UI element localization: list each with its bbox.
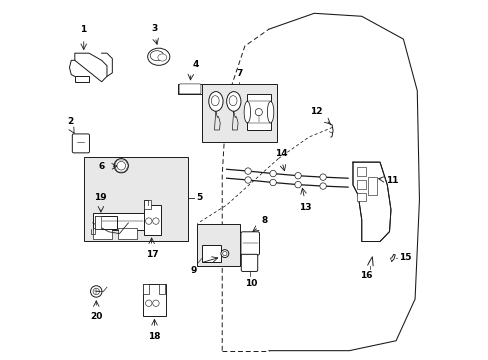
Bar: [356, 193, 365, 202]
Polygon shape: [75, 76, 89, 82]
FancyBboxPatch shape: [241, 232, 259, 255]
Bar: [201, 245, 221, 262]
Polygon shape: [75, 53, 107, 82]
Text: 7: 7: [236, 69, 242, 78]
Text: 9: 9: [190, 266, 197, 275]
Circle shape: [319, 174, 325, 180]
Circle shape: [269, 170, 276, 177]
Text: 3: 3: [151, 24, 157, 33]
Bar: [93, 228, 112, 239]
Circle shape: [269, 179, 276, 186]
Text: 6: 6: [99, 162, 105, 171]
Ellipse shape: [208, 91, 223, 111]
Text: 1: 1: [80, 24, 86, 33]
Text: 11: 11: [385, 176, 398, 185]
Text: 20: 20: [90, 312, 102, 321]
Text: 5: 5: [196, 193, 202, 202]
Circle shape: [114, 158, 128, 173]
Circle shape: [152, 300, 159, 306]
Bar: [95, 216, 101, 229]
Bar: [142, 284, 165, 316]
Circle shape: [319, 183, 325, 189]
Bar: [356, 167, 365, 176]
Text: 8: 8: [261, 216, 267, 225]
Bar: [84, 157, 188, 241]
Bar: [178, 84, 201, 94]
Bar: [95, 216, 117, 229]
Circle shape: [93, 288, 99, 295]
Circle shape: [294, 172, 301, 179]
Text: 12: 12: [309, 107, 322, 116]
Text: 2: 2: [67, 117, 73, 126]
Ellipse shape: [222, 251, 226, 256]
Circle shape: [145, 300, 152, 306]
FancyBboxPatch shape: [179, 84, 201, 94]
Bar: [247, 94, 270, 130]
Ellipse shape: [158, 54, 166, 61]
Ellipse shape: [150, 51, 163, 61]
Circle shape: [117, 161, 125, 170]
Bar: [159, 284, 165, 294]
Ellipse shape: [221, 249, 228, 257]
Circle shape: [255, 109, 262, 116]
Bar: [202, 84, 277, 143]
Text: 19: 19: [94, 193, 106, 202]
Bar: [143, 205, 161, 235]
Bar: [118, 228, 137, 239]
Text: 17: 17: [146, 249, 158, 258]
Ellipse shape: [226, 91, 241, 111]
Text: 14: 14: [274, 149, 286, 158]
Polygon shape: [352, 162, 390, 242]
Circle shape: [152, 218, 159, 224]
Text: 16: 16: [360, 271, 372, 280]
FancyBboxPatch shape: [241, 254, 257, 271]
Bar: [367, 177, 376, 195]
Text: 15: 15: [398, 253, 410, 262]
Ellipse shape: [244, 102, 250, 123]
Bar: [143, 201, 151, 209]
Text: 18: 18: [148, 332, 161, 341]
Circle shape: [244, 168, 251, 174]
Text: 4: 4: [192, 59, 199, 68]
Ellipse shape: [211, 96, 219, 106]
Circle shape: [294, 181, 301, 188]
Ellipse shape: [267, 102, 273, 123]
FancyBboxPatch shape: [72, 134, 89, 153]
Ellipse shape: [147, 48, 169, 65]
Bar: [356, 180, 365, 189]
Text: 10: 10: [245, 279, 257, 288]
Circle shape: [244, 177, 251, 183]
Circle shape: [145, 218, 152, 224]
Text: 13: 13: [298, 203, 311, 212]
Ellipse shape: [229, 96, 237, 106]
Bar: [142, 284, 149, 294]
Bar: [93, 213, 146, 230]
Bar: [197, 224, 240, 266]
Circle shape: [90, 286, 102, 297]
